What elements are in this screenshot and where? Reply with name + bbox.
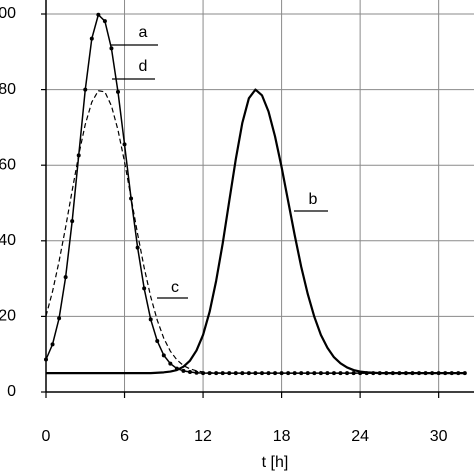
series-marker	[259, 371, 264, 376]
series-marker	[63, 275, 68, 280]
series-marker	[181, 368, 186, 373]
series-marker	[227, 371, 232, 376]
annotation: a	[139, 24, 148, 41]
series-marker	[331, 371, 336, 376]
x-tick-label: 12	[194, 428, 212, 445]
series-marker	[253, 371, 258, 376]
series-marker	[50, 342, 55, 347]
series-marker	[83, 87, 88, 92]
series-line	[45, 14, 465, 374]
series-marker	[57, 316, 62, 321]
x-tick-label: 6	[120, 428, 129, 445]
series-marker	[187, 369, 192, 374]
x-tick-label: 30	[430, 428, 448, 445]
series-marker	[155, 338, 160, 343]
series-marker	[96, 12, 101, 17]
series-line	[45, 90, 465, 374]
series-marker	[135, 245, 140, 250]
series-marker	[168, 361, 173, 366]
x-tick-label: 0	[42, 428, 51, 445]
x-tick-label: 18	[273, 428, 291, 445]
series-marker	[102, 19, 107, 24]
y-tick-label: 40	[0, 232, 16, 249]
y-tick-label: 0	[7, 383, 16, 400]
series-marker	[89, 36, 94, 41]
y-tick-label: 100	[0, 5, 16, 22]
series-marker	[115, 89, 120, 94]
series-marker	[325, 371, 330, 376]
x-axis-label: t [h]	[262, 454, 289, 471]
annotation: b	[309, 191, 318, 208]
series-marker	[142, 286, 147, 291]
series-marker	[122, 142, 127, 147]
x-tick-label: 24	[351, 428, 369, 445]
series-marker	[161, 353, 166, 358]
y-tick-label: 60	[0, 156, 16, 173]
series-marker	[220, 371, 225, 376]
series-marker	[109, 46, 114, 51]
series-marker	[194, 370, 199, 375]
series-marker	[44, 357, 48, 362]
series-marker	[299, 371, 304, 376]
series-marker	[70, 219, 75, 224]
series-marker	[292, 371, 297, 376]
y-tick-label: 20	[0, 308, 16, 325]
annotation: d	[139, 58, 148, 75]
series-marker	[148, 317, 153, 322]
annotation: c	[171, 279, 179, 296]
series-line	[46, 88, 465, 375]
y-tick-label: 80	[0, 81, 16, 98]
